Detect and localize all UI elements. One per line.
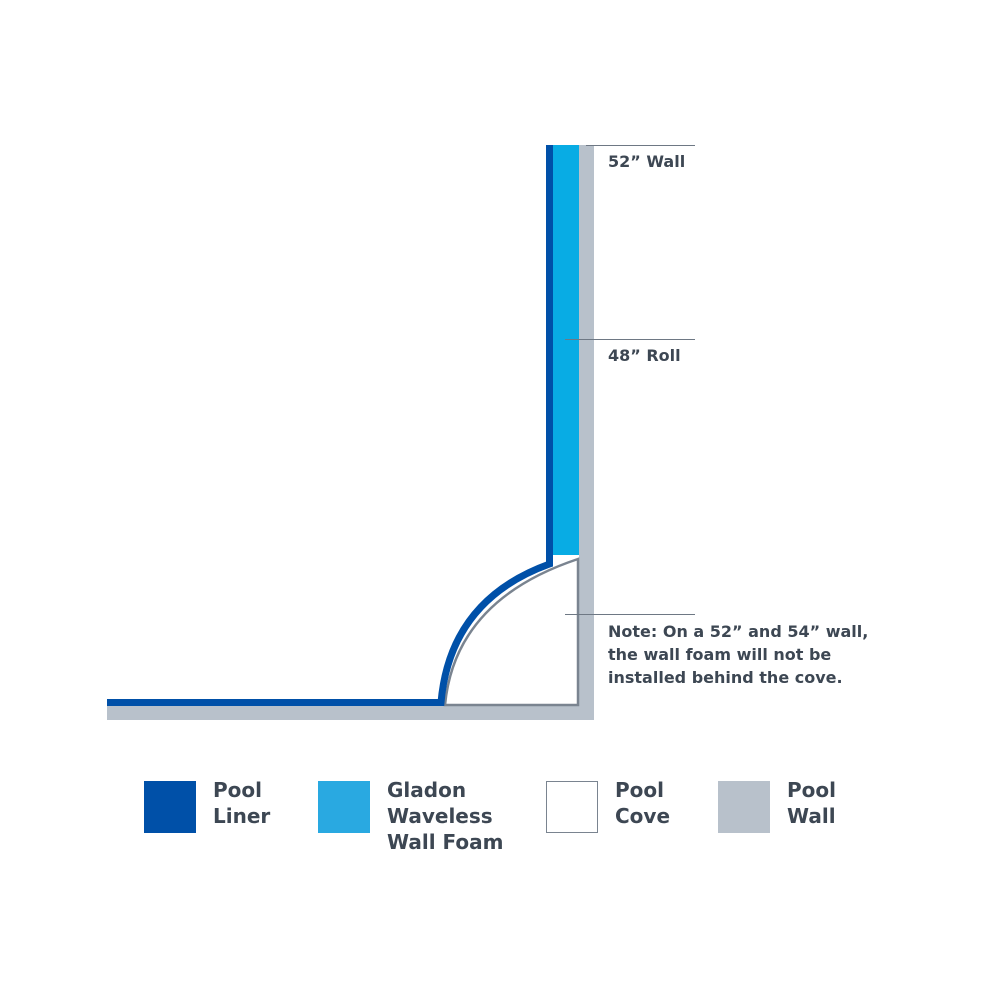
legend-swatch-wall xyxy=(718,781,770,833)
legend-label-cove: Pool Cove xyxy=(615,778,671,828)
legend-label-liner: Pool Liner xyxy=(213,778,271,828)
legend-label-foam: Gladon Waveless Wall Foam xyxy=(387,778,504,854)
pool-wall-floor xyxy=(107,706,594,720)
cove-note: Note: On a 52” and 54” wall, the wall fo… xyxy=(608,622,869,687)
legend-swatch-foam xyxy=(318,781,370,833)
pool-liner xyxy=(107,145,553,706)
pool-cove xyxy=(443,557,580,707)
wall-foam xyxy=(553,145,579,555)
legend-label-wall: Pool Wall xyxy=(787,778,836,828)
wall-height-label: 52” Wall xyxy=(608,152,686,171)
legend-swatch-liner xyxy=(144,781,196,833)
legend-swatch-cove xyxy=(546,781,598,833)
pool-wall-vertical xyxy=(579,145,594,720)
roll-height-label: 48” Roll xyxy=(608,346,681,365)
